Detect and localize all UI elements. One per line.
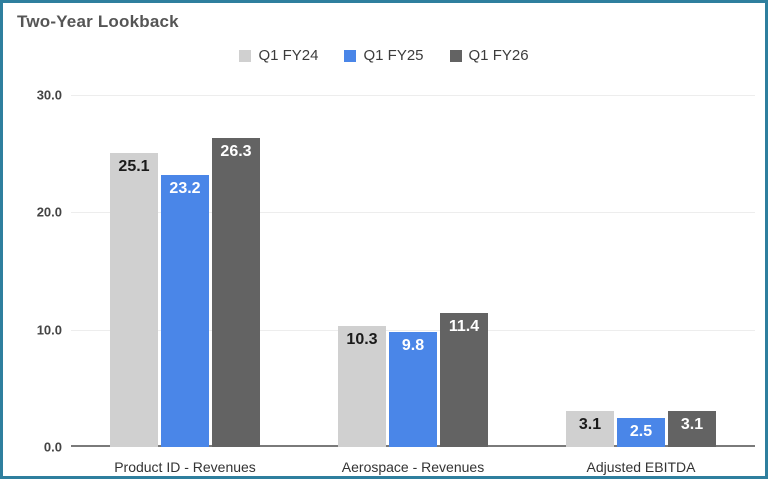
legend-swatch-icon bbox=[239, 49, 252, 62]
bar-group-bars: 10.3 9.8 11.4 bbox=[299, 95, 527, 447]
bar-value-label: 3.1 bbox=[680, 415, 704, 433]
bar[interactable]: 9.8 bbox=[389, 332, 437, 447]
bar[interactable]: 25.1 bbox=[110, 152, 158, 447]
y-axis-tick-label: 0.0 bbox=[43, 439, 62, 455]
x-axis-category-label: Product ID - Revenues bbox=[114, 459, 256, 475]
legend-item[interactable]: Q1 FY25 bbox=[344, 47, 424, 64]
bar-groups: 25.1 23.2 26.3 Product ID - Revenues 10.3 9.8… bbox=[71, 95, 755, 475]
x-axis-category-label: Adjusted EBITDA bbox=[586, 459, 696, 475]
legend-item[interactable]: Q1 FY26 bbox=[449, 47, 529, 64]
bar-value-label: 26.3 bbox=[220, 143, 252, 161]
chart-title: Two-Year Lookback bbox=[17, 12, 179, 31]
bar[interactable]: 11.4 bbox=[440, 313, 488, 447]
bar-group: 25.1 23.2 26.3 Product ID - Revenues bbox=[71, 95, 299, 475]
bar[interactable]: 3.1 bbox=[566, 410, 614, 447]
bar-group-bars: 3.1 2.5 3.1 bbox=[527, 95, 755, 447]
bar[interactable]: 26.3 bbox=[212, 138, 260, 447]
gridline bbox=[71, 212, 755, 214]
y-axis-tick-label: 10.0 bbox=[36, 322, 62, 338]
bar-group-bars: 25.1 23.2 26.3 bbox=[71, 95, 299, 447]
bar-value-label: 11.4 bbox=[448, 318, 480, 336]
legend-label: Q1 FY24 bbox=[258, 47, 319, 64]
bar-value-label: 3.1 bbox=[578, 415, 602, 433]
bar-value-label: 10.3 bbox=[346, 331, 378, 349]
bar-group: 3.1 2.5 3.1 Adjusted EBITDA bbox=[527, 95, 755, 475]
bar-value-label: 9.8 bbox=[401, 337, 425, 355]
gridline bbox=[71, 329, 755, 331]
x-axis-category-label: Aerospace - Revenues bbox=[341, 459, 485, 475]
bar[interactable]: 2.5 bbox=[617, 417, 665, 447]
bar-value-label: 23.2 bbox=[169, 179, 201, 197]
bar[interactable]: 23.2 bbox=[161, 174, 209, 447]
y-axis-tick-label: 20.0 bbox=[36, 204, 62, 220]
legend-swatch-icon bbox=[344, 49, 357, 62]
bar[interactable]: 10.3 bbox=[338, 326, 386, 447]
legend-label: Q1 FY26 bbox=[468, 47, 529, 64]
plot-area: 0.0 10.0 20.0 30.0 25.1 23.2 26.3 Product ID -… bbox=[37, 88, 755, 475]
bar-value-label: 2.5 bbox=[629, 422, 653, 440]
bar-value-label: 25.1 bbox=[118, 157, 150, 175]
y-axis-tick-label: 30.0 bbox=[36, 87, 62, 103]
chart-legend: Q1 FY24 Q1 FY25 Q1 FY26 bbox=[3, 47, 765, 64]
bar-group: 10.3 9.8 11.4 Aerospace - Revenues bbox=[299, 95, 527, 475]
legend-item[interactable]: Q1 FY24 bbox=[239, 47, 318, 64]
legend-label: Q1 FY25 bbox=[363, 47, 424, 64]
bar[interactable]: 3.1 bbox=[668, 410, 716, 447]
gridline bbox=[71, 95, 755, 96]
legend-swatch-icon bbox=[449, 49, 462, 62]
